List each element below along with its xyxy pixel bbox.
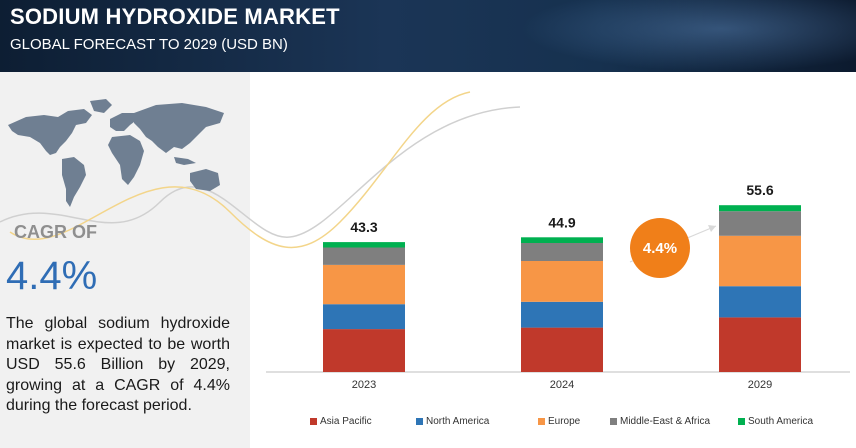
cagr-label: CAGR OF — [14, 222, 97, 242]
cagr-bubble: 4.4% — [630, 218, 690, 278]
legend-label-2: North America — [426, 416, 490, 427]
map-indonesia — [174, 157, 196, 165]
legend-label-4: Middle-East & Africa — [620, 416, 711, 427]
bar-segment-2024-3 — [521, 261, 603, 302]
chart-legend: Asia Pacific North America Europe Middle-Ea… — [310, 416, 850, 430]
total-label-2029: 55.6 — [746, 182, 773, 198]
legend-item-4: Middle-East & Africa — [610, 416, 710, 427]
total-label-2024: 44.9 — [548, 214, 575, 230]
bar-segment-2024-1 — [521, 327, 603, 372]
bar-segment-2023-5 — [323, 242, 405, 248]
map-australia — [190, 169, 220, 191]
legend-label-1: Asia Pacific — [320, 416, 372, 427]
legend-swatch-1 — [310, 418, 317, 425]
legend-swatch-3 — [538, 418, 545, 425]
x-tick-label-2024: 2024 — [550, 379, 574, 391]
decorative-curves — [0, 91, 521, 249]
cagr-trend-arrowhead — [708, 225, 716, 232]
map-europe — [110, 113, 138, 131]
legend-item-2: North America — [416, 416, 489, 427]
map-greenland — [90, 99, 112, 113]
bar-segment-2024-2 — [521, 301, 603, 328]
bar-segment-2029-1 — [719, 317, 801, 372]
legend-label-5: South America — [748, 416, 814, 427]
map-africa — [108, 135, 144, 185]
page-subtitle: GLOBAL FORECAST TO 2029 (USD BN) — [10, 36, 288, 53]
world-map-icon — [8, 99, 224, 207]
x-tick-label-2023: 2023 — [352, 379, 376, 391]
header-banner: SODIUM HYDROXIDE MARKET GLOBAL FORECAST … — [0, 0, 856, 72]
bar-segment-2029-3 — [719, 235, 801, 287]
bar-segment-2023-4 — [323, 247, 405, 265]
decorative-yellow-curve — [9, 91, 471, 249]
map-south-america — [62, 157, 86, 207]
bar-segment-2023-1 — [323, 329, 405, 372]
page-title: SODIUM HYDROXIDE MARKET — [10, 4, 340, 29]
stacked-bar-chart: 43.3 2023 44.9 2024 55.6 2029 — [266, 182, 850, 391]
cagr-value: 4.4% — [6, 254, 98, 298]
cagr-bubble-text: 4.4% — [642, 239, 678, 257]
header-glow — [520, 0, 856, 72]
map-asia — [134, 103, 224, 153]
legend-label-3: Europe — [548, 416, 581, 427]
legend-swatch-5 — [738, 418, 745, 425]
x-tick-label-2029: 2029 — [748, 379, 772, 391]
bar-segment-2029-4 — [719, 211, 801, 236]
bar-segment-2023-2 — [323, 304, 405, 330]
legend-swatch-4 — [610, 418, 617, 425]
bar-segment-2029-5 — [719, 205, 801, 212]
bar-segment-2024-5 — [521, 237, 603, 243]
bar-segment-2023-3 — [323, 264, 405, 305]
legend-item-5: South America — [738, 416, 813, 427]
legend-swatch-2 — [416, 418, 423, 425]
legend-item-1: Asia Pacific — [310, 416, 372, 427]
bar-segment-2029-2 — [719, 286, 801, 318]
total-label-2023: 43.3 — [350, 219, 377, 235]
bars-layer: 43.3 2023 44.9 2024 55.6 2029 — [323, 182, 801, 391]
bar-segment-2024-4 — [521, 243, 603, 261]
map-north-america — [8, 109, 92, 155]
legend-item-3: Europe — [538, 416, 580, 427]
market-description: The global sodium hydroxide market is ex… — [6, 315, 230, 414]
